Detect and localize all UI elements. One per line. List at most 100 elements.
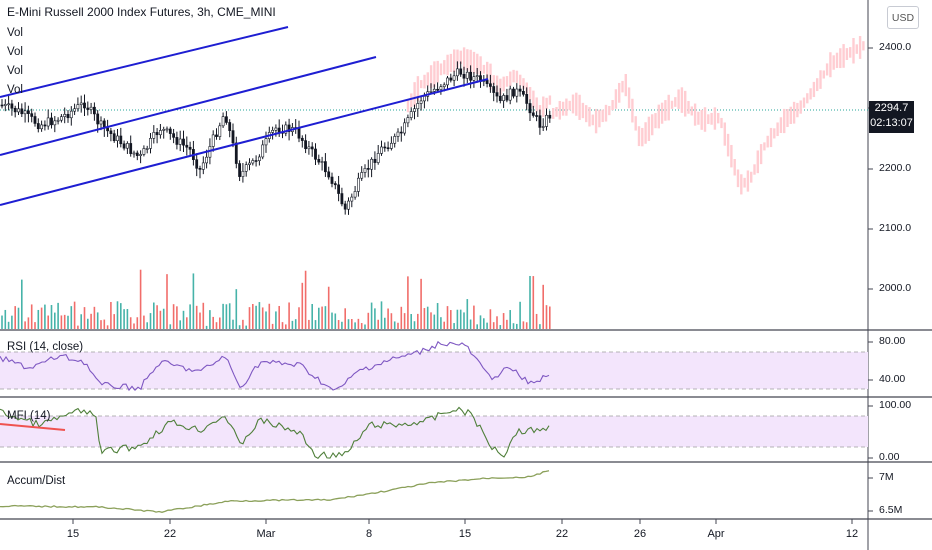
candle-body: [122, 143, 126, 149]
candle-body: [314, 148, 317, 160]
volume-bar: [179, 320, 181, 329]
time-axis-label: 26: [633, 528, 647, 540]
candle-body: [502, 95, 506, 102]
volume-bar: [169, 324, 172, 329]
rsi-label[interactable]: RSI (14, close): [7, 341, 84, 353]
volume-bar: [374, 308, 376, 329]
volume-bar: [413, 321, 416, 329]
mfi-line[interactable]: [0, 406, 550, 460]
ad-line[interactable]: [0, 470, 550, 513]
candle-body: [59, 116, 63, 121]
volume-bar: [228, 303, 231, 329]
projection-bar: [519, 74, 522, 86]
volume-bar: [139, 269, 142, 329]
volume-bar: [37, 309, 40, 329]
volume-label[interactable]: Vol: [7, 27, 23, 39]
projection-bar: [802, 97, 806, 108]
volume-bar: [265, 311, 267, 329]
volume-label[interactable]: Vol: [7, 84, 23, 96]
volume-bar: [77, 325, 79, 329]
volume-bar: [255, 305, 257, 329]
projection-bar: [502, 76, 505, 92]
candle-body: [168, 128, 172, 134]
ad-label[interactable]: Accum/Dist: [7, 475, 66, 487]
volume-bar: [357, 318, 360, 329]
projection-bar: [515, 70, 519, 84]
projection-bar: [618, 82, 621, 103]
candlesticks[interactable]: [0, 61, 552, 215]
volume-bar: [502, 313, 505, 329]
volume-bar: [126, 309, 129, 329]
candle-body: [33, 116, 37, 124]
projection-bar: [809, 88, 812, 100]
currency-button[interactable]: USD: [887, 6, 919, 29]
candle-body: [211, 134, 215, 147]
candle-body: [56, 119, 60, 122]
candle-body: [257, 156, 261, 161]
candle-body: [386, 147, 390, 150]
candle-body: [406, 117, 410, 124]
candle-body: [277, 127, 281, 133]
volume-label[interactable]: Vol: [7, 65, 23, 77]
candle-body: [429, 91, 433, 93]
volume-bar: [489, 309, 492, 329]
candle-body: [439, 86, 443, 90]
projection-bar: [558, 100, 561, 120]
projection-bar: [561, 101, 565, 116]
rsi-axis-label: 40.00: [879, 373, 906, 385]
rsi-line[interactable]: [0, 340, 550, 392]
candle-body: [284, 124, 288, 134]
volume-bar: [430, 312, 432, 329]
volume-bar: [492, 322, 495, 329]
volume-bar: [354, 322, 356, 329]
candle-body: [145, 148, 149, 150]
projection-bar: [726, 133, 730, 157]
volume-bar: [420, 278, 422, 329]
candle-body: [323, 161, 327, 173]
candle-body: [66, 114, 70, 119]
volume-bar: [516, 323, 518, 329]
mfi-label[interactable]: MFI (14): [7, 410, 51, 422]
last-price-value: 2294.7: [874, 102, 909, 114]
last-price-tag: 2294.7 02:13:07: [869, 101, 914, 133]
projection-bar: [423, 74, 426, 89]
projection-bar: [565, 98, 568, 116]
candle-body: [389, 142, 393, 149]
projection-bar: [621, 80, 624, 93]
trendline-lower[interactable]: [0, 78, 489, 206]
trendline-middle[interactable]: [0, 56, 377, 156]
projection-bar: [654, 113, 657, 129]
volume-bars: [1, 269, 551, 329]
candle-body: [96, 113, 100, 125]
volume-label[interactable]: Vol: [7, 46, 23, 58]
volume-bar: [288, 302, 290, 329]
candle-body: [340, 193, 344, 205]
volume-bar: [311, 303, 313, 329]
projection-bar: [852, 37, 855, 64]
volume-bar: [529, 275, 531, 329]
volume-bar: [301, 282, 304, 329]
candle-body: [215, 134, 218, 137]
volume-bar: [44, 304, 46, 329]
volume-bar: [1, 315, 3, 329]
volume-bar: [532, 276, 535, 329]
volume-bar: [535, 313, 538, 329]
candle-body: [93, 106, 96, 115]
projection-bar: [505, 76, 509, 87]
trendline-upper[interactable]: [0, 26, 289, 98]
projection-bar: [604, 104, 608, 122]
mfi-axis-label: 100.00: [879, 399, 912, 411]
candle-body: [251, 160, 255, 164]
volume-bar: [24, 321, 26, 329]
candle-body: [274, 127, 278, 131]
candle-body: [446, 77, 449, 86]
candle-body: [515, 88, 519, 97]
chart-title: E-Mini Russell 2000 Index Futures, 3h, C…: [7, 5, 276, 19]
mfi-trendline[interactable]: [0, 423, 66, 431]
candle-body: [83, 102, 86, 109]
projection-bar: [680, 87, 684, 113]
volume-bar: [499, 325, 502, 329]
volume-bar: [321, 306, 323, 329]
volume-bar: [7, 321, 10, 329]
